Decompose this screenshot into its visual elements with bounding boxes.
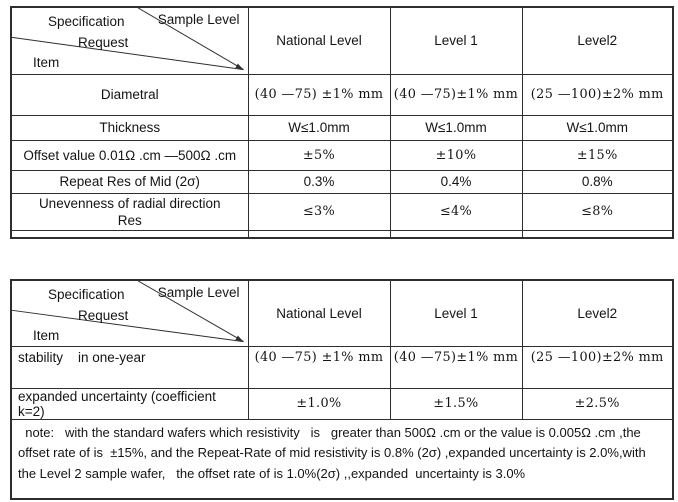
value-cell: (40 —75)±1% mm — [389, 345, 523, 389]
table-row-offset-value: Offset value 0.01Ω .cm —500Ω .cm ±5% ±10… — [10, 139, 674, 171]
diagonal-label-sample-level: Sample Level — [157, 12, 240, 27]
diagonal-label-specification: Specification — [48, 14, 125, 29]
row-label: Offset value 0.01Ω .cm —500Ω .cm — [10, 139, 249, 171]
empty-cell — [247, 229, 391, 239]
spec-table-2: Specification Sample Level Request Item … — [10, 279, 674, 500]
value-cell: (40 —75) ±1% mm — [247, 345, 391, 389]
row-label: stability in one-year — [10, 345, 249, 389]
value-cell: ±2.5% — [521, 387, 674, 420]
value-cell: ±5% — [247, 139, 391, 171]
value-cell: ±1.0% — [247, 387, 391, 420]
diagonal-lines-icon — [12, 8, 244, 71]
value-cell: 0.3% — [247, 169, 391, 194]
note-text-line3: the Level 2 sample wafer, the offset rat… — [18, 465, 526, 481]
column-header-level-2: Level2 — [521, 6, 674, 75]
table-row-repeat-res: Repeat Res of Mid (2σ) 0.3% 0.4% 0.8% — [10, 169, 674, 194]
table-row-unevenness: Unevenness of radial direction Res ≤3% ≤… — [10, 192, 674, 231]
row-label: Diametral — [10, 73, 249, 116]
diagonal-lines-icon — [12, 281, 244, 343]
value-cell: (40 —75) ±1% mm — [247, 73, 391, 116]
table-row-thickness: Thickness W≤1.0mm W≤1.0mm W≤1.0mm — [10, 114, 674, 141]
row-label: expanded uncertainty (coefficient k=2) — [10, 387, 249, 420]
value-cell: (40 —75)±1% mm — [389, 73, 523, 116]
table-row-stability: stability in one-year (40 —75) ±1% mm (4… — [10, 345, 674, 389]
value-cell: 0.4% — [389, 169, 523, 194]
table-header-row: Specification Sample Level Request Item … — [10, 279, 674, 347]
row-label-line1: Unevenness of radial direction — [38, 195, 221, 211]
spec-table-1: Specification Sample Level Request Item … — [10, 6, 674, 239]
diagonal-header-cell: Specification Sample Level Request Item — [10, 279, 249, 347]
value-cell: ±15% — [521, 139, 674, 171]
row-label: Repeat Res of Mid (2σ) — [10, 169, 249, 194]
note-text-line2: offset rate of is ±15%, and the Repeat-R… — [18, 445, 646, 460]
diagonal-label-request: Request — [78, 35, 129, 50]
empty-cell — [521, 229, 674, 239]
column-header-national-level: National Level — [247, 6, 391, 75]
table-row-note: note: with the standard wafers which res… — [10, 418, 674, 500]
value-cell: ≤8% — [521, 192, 674, 231]
value-cell: W≤1.0mm — [521, 114, 674, 141]
note-cell: note: with the standard wafers which res… — [10, 418, 674, 500]
diagonal-label-request: Request — [78, 308, 129, 323]
value-cell: 0.8% — [521, 169, 674, 194]
empty-cell — [389, 229, 523, 239]
empty-cell — [10, 229, 249, 239]
diagonal-label-sample-level: Sample Level — [157, 285, 240, 300]
value-cell: ±10% — [389, 139, 523, 171]
row-label: Thickness — [10, 114, 249, 141]
row-label: Unevenness of radial direction Res — [10, 192, 249, 231]
column-header-level-1: Level 1 — [389, 279, 523, 347]
diagonal-label-item: Item — [33, 55, 60, 70]
table-row-expanded-uncertainty: expanded uncertainty (coefficient k=2) ±… — [10, 387, 674, 420]
table-row-diametral: Diametral (40 —75) ±1% mm (40 —75)±1% mm… — [10, 73, 674, 116]
table-header-row: Specification Sample Level Request Item … — [10, 6, 674, 75]
row-label-line2: Res — [117, 212, 142, 228]
value-cell: W≤1.0mm — [247, 114, 391, 141]
diagonal-label-item: Item — [33, 328, 60, 343]
value-cell: W≤1.0mm — [389, 114, 523, 141]
value-cell: (25 —100)±2% mm — [521, 345, 674, 389]
column-header-level-2: Level2 — [521, 279, 674, 347]
value-cell: ±1.5% — [389, 387, 523, 420]
note-text-line1: note: with the standard wafers which res… — [18, 424, 641, 440]
column-header-level-1: Level 1 — [389, 6, 523, 75]
table-row-empty — [10, 229, 674, 239]
value-cell: ≤4% — [389, 192, 523, 231]
value-cell: (25 —100)±2% mm — [521, 73, 674, 116]
diagonal-label-specification: Specification — [48, 287, 125, 302]
value-cell: ≤3% — [247, 192, 391, 231]
column-header-national-level: National Level — [247, 279, 391, 347]
diagonal-header-cell: Specification Sample Level Request Item — [10, 6, 249, 75]
